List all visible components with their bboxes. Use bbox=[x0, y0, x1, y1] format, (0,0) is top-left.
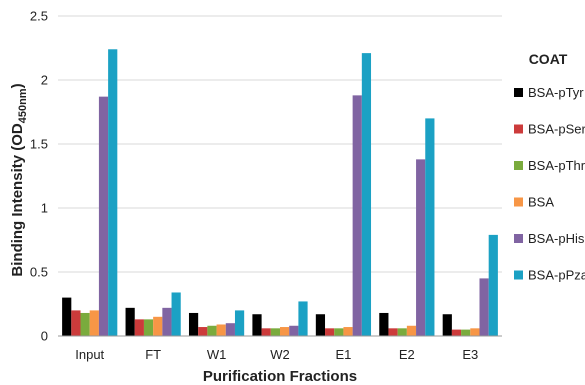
bar bbox=[252, 314, 262, 336]
bar bbox=[325, 328, 335, 336]
bar bbox=[315, 314, 326, 336]
y-tick-label: 0.5 bbox=[30, 265, 48, 280]
legend-label: BSA bbox=[528, 195, 554, 210]
bar bbox=[171, 292, 181, 336]
bar bbox=[216, 324, 226, 336]
bar bbox=[451, 329, 462, 336]
bar bbox=[343, 327, 353, 336]
bar bbox=[143, 319, 154, 336]
bar bbox=[270, 328, 280, 336]
gridlines bbox=[58, 15, 502, 273]
legend-swatch bbox=[514, 161, 523, 170]
bar bbox=[379, 312, 389, 336]
bars bbox=[62, 49, 498, 337]
bar bbox=[198, 327, 208, 336]
bar bbox=[162, 307, 172, 336]
x-tick-label: W2 bbox=[270, 347, 290, 362]
y-axis-title-end: ) bbox=[9, 83, 26, 88]
legend-title: COAT bbox=[529, 51, 568, 67]
bar bbox=[479, 278, 489, 336]
bar bbox=[153, 316, 163, 336]
y-axis-title-main: Binding Intensity (OD bbox=[9, 123, 26, 276]
bar bbox=[352, 95, 362, 336]
bar bbox=[80, 312, 90, 336]
legend-label: BSA-pThr bbox=[528, 158, 585, 173]
bar bbox=[416, 159, 426, 336]
bar bbox=[470, 328, 480, 336]
x-tick-label: W1 bbox=[207, 347, 227, 362]
bar bbox=[207, 325, 217, 336]
x-tick-label: E2 bbox=[399, 347, 415, 362]
legend-swatch bbox=[514, 270, 523, 280]
bar bbox=[188, 312, 199, 336]
bar bbox=[234, 310, 245, 336]
bar bbox=[298, 301, 308, 336]
legend-label: BSA-pTyr bbox=[528, 85, 584, 100]
x-tick-label: Input bbox=[75, 347, 104, 362]
bar bbox=[289, 325, 299, 336]
bar bbox=[98, 96, 109, 336]
bar bbox=[425, 118, 435, 337]
x-tick-label: E3 bbox=[462, 347, 478, 362]
bar bbox=[89, 310, 99, 336]
legend-swatch bbox=[514, 197, 523, 207]
bar bbox=[334, 328, 344, 336]
bar bbox=[406, 325, 417, 336]
bar bbox=[125, 307, 135, 336]
x-tick-label: E1 bbox=[335, 347, 351, 362]
y-axis-title: Binding Intensity (OD450nm) bbox=[9, 83, 29, 276]
x-tick-label: FT bbox=[145, 347, 161, 362]
y-tick-label: 1 bbox=[41, 201, 48, 216]
legend-label: BSA-pHis bbox=[528, 231, 585, 246]
y-axis-title-subscript: 450nm bbox=[17, 88, 29, 123]
y-tick-label: 1.5 bbox=[30, 137, 48, 152]
legend-swatch bbox=[514, 234, 523, 243]
bar bbox=[280, 327, 290, 336]
bar bbox=[442, 314, 452, 336]
bar bbox=[388, 328, 398, 336]
y-tick-label: 2 bbox=[41, 73, 48, 88]
bar bbox=[461, 329, 471, 336]
bar bbox=[488, 234, 498, 336]
bar bbox=[134, 319, 144, 336]
bar bbox=[71, 310, 81, 336]
legend-swatch bbox=[514, 88, 523, 97]
bar bbox=[108, 49, 118, 336]
x-axis-title: Purification Fractions bbox=[203, 368, 357, 385]
y-tick-label: 0 bbox=[41, 329, 48, 344]
bar bbox=[361, 53, 372, 337]
y-tick-labels: 0 0.5 1 1.5 2 2.5 bbox=[30, 9, 48, 344]
legend-label: BSA-pSer bbox=[528, 122, 585, 137]
legend-label: BSA-pPza bbox=[528, 268, 585, 283]
x-tick-labels: Input FT W1 W2 E1 E2 E3 bbox=[75, 347, 478, 362]
y-tick-label: 2.5 bbox=[30, 9, 48, 24]
bar bbox=[62, 297, 72, 336]
bar bbox=[225, 323, 235, 336]
legend-swatch bbox=[514, 124, 523, 134]
bar bbox=[397, 328, 407, 336]
bar bbox=[261, 328, 271, 336]
legend: COAT BSA-pTyr BSA-pSer BSA-pThr BSA BSA-pHis… bbox=[514, 51, 585, 283]
